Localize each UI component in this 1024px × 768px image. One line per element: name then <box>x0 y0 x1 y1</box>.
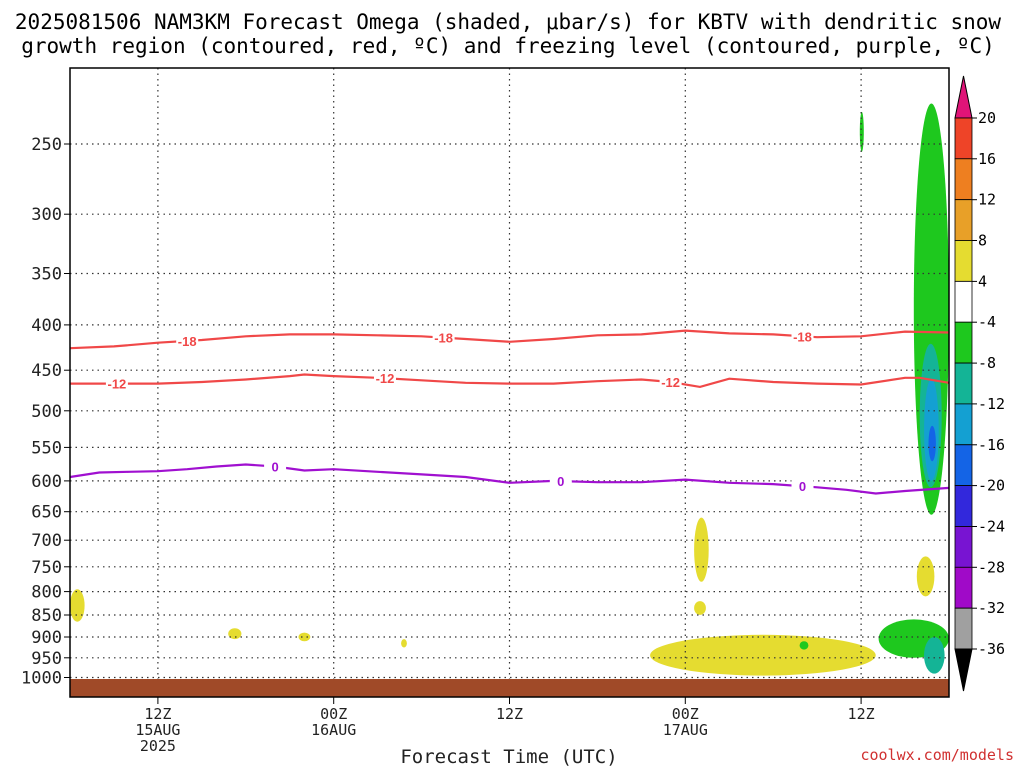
terrain-ground <box>70 679 949 697</box>
omega-region-4 <box>694 517 709 582</box>
omega-region-15 <box>799 641 809 650</box>
colorbar-label-13: -36 <box>978 640 1005 658</box>
colorbar-label-6: -8 <box>978 354 996 372</box>
contour-label-bg--12-1 <box>374 371 396 386</box>
x-axis-title: Forecast Time (UTC) <box>400 746 617 768</box>
y-tick-label-550: 550 <box>31 438 62 458</box>
y-tick-label-700: 700 <box>31 531 62 551</box>
omega-region-5 <box>694 601 706 615</box>
y-tick-label-650: 650 <box>31 503 62 523</box>
y-tick-label-500: 500 <box>31 402 62 422</box>
contour-label-bg-0-2 <box>791 479 814 494</box>
y-tick-label-300: 300 <box>31 205 62 225</box>
colorbar-label-1: 16 <box>978 150 996 168</box>
colorbar-label-3: 8 <box>978 232 987 250</box>
contour-label--12-0: -12 <box>108 377 127 392</box>
contour-label-bg-0-1 <box>549 474 572 489</box>
colorbar-segment-2 <box>954 158 973 201</box>
x-tick-label-30-0: 12Z <box>496 705 523 723</box>
colorbar-label-2: 12 <box>978 191 996 209</box>
y-tick-label-800: 800 <box>31 583 62 603</box>
colorbar-label-9: -20 <box>978 477 1005 495</box>
y-tick-label-350: 350 <box>31 265 62 285</box>
colorbar-segment-3 <box>954 199 973 241</box>
colorbar-label-10: -24 <box>978 518 1005 536</box>
y-tick-label-750: 750 <box>31 558 62 578</box>
colorbar-segment-11 <box>954 526 973 568</box>
colorbar-label-11: -28 <box>978 558 1005 576</box>
colorbar-segment-9 <box>954 444 973 486</box>
colorbar-segment-8 <box>954 403 973 446</box>
contour-label-bg-0-0 <box>264 459 287 474</box>
y-tick-label-900: 900 <box>31 628 62 648</box>
omega-region-14 <box>924 637 945 674</box>
omega-region-0 <box>70 589 85 622</box>
contour-line-0 <box>69 463 950 495</box>
contour-label-bg--12-2 <box>659 375 682 389</box>
plot-area: -18 -18 -18 -12 -12 -12 0 0 0 <box>69 67 950 698</box>
chart-title-line-2: growth region (contoured, red, ºC) and f… <box>21 34 995 58</box>
x-tick-label-18-1: 16AUG <box>311 721 356 739</box>
x-tick-label-42-0: 00Z <box>672 705 699 723</box>
x-tick-label-6-1: 15AUG <box>135 721 180 739</box>
y-axis-ticks: 2503003504004505005506006507007508008509… <box>21 135 70 689</box>
contour-label-bg--12-0 <box>105 376 128 391</box>
y-tick-label-600: 600 <box>31 472 62 492</box>
colorbar-segment-13 <box>954 607 973 650</box>
colorbar-segment-12 <box>954 566 973 609</box>
x-tick-label-6-0: 12Z <box>144 705 171 723</box>
contour-label-bg--18-0 <box>176 333 199 348</box>
temperature-contours: -18 -18 -18 -12 -12 -12 0 0 0 <box>69 329 950 495</box>
colorbar-label-12: -32 <box>978 599 1005 617</box>
colorbar-bottom-arrow <box>954 648 973 692</box>
colorbar-segment-1 <box>954 117 973 160</box>
y-tick-label-250: 250 <box>31 135 62 155</box>
x-tick-label-42-1: 17AUG <box>663 721 708 739</box>
contour-label--12-2: -12 <box>661 375 680 390</box>
contour-label--18-0: -18 <box>178 334 197 349</box>
x-tick-label-18-0: 00Z <box>320 705 347 723</box>
contour-label-bg--18-2 <box>791 329 814 344</box>
contour-label-0-0: 0 <box>271 460 278 475</box>
omega-region-8 <box>859 111 864 152</box>
omega-region-13 <box>928 425 936 462</box>
colorbar-segment-10 <box>954 485 973 527</box>
chart-title-line-1: 2025081506 NAM3KM Forecast Omega (shaded… <box>15 10 1002 34</box>
contour-label-bg--18-1 <box>432 330 455 345</box>
contour-label-0-2: 0 <box>799 479 806 494</box>
colorbar-segment-4 <box>954 240 973 282</box>
contour-line--12 <box>70 373 950 389</box>
colorbar: 20 16 12 8 4 -4 -8 -12 -16 -20 -24 -28 -32 -36 <box>954 75 1005 692</box>
x-tick-label-6-2: 2025 <box>140 737 176 755</box>
colorbar-label-8: -16 <box>978 436 1005 454</box>
contour-label--18-2: -18 <box>793 329 812 344</box>
contour-label--12-1: -12 <box>376 371 395 386</box>
colorbar-segment-7 <box>954 362 973 405</box>
y-tick-label-1000: 1000 <box>21 669 62 689</box>
colorbar-label-4: 4 <box>978 272 987 290</box>
colorbar-label-7: -12 <box>978 395 1005 413</box>
omega-region-3 <box>401 639 407 648</box>
colorbar-label-0: 20 <box>978 109 996 127</box>
y-tick-label-450: 450 <box>31 361 62 381</box>
contour-label-0-1: 0 <box>557 474 564 489</box>
y-tick-label-950: 950 <box>31 649 62 669</box>
omega-region-6 <box>650 634 876 676</box>
y-tick-label-400: 400 <box>31 316 62 336</box>
omega-region-7 <box>916 556 935 597</box>
colorbar-segment-6 <box>954 321 973 364</box>
site-credit: coolwx.com/models <box>860 746 1014 764</box>
y-tick-label-850: 850 <box>31 606 62 626</box>
omega-region-1 <box>228 628 242 640</box>
colorbar-segment-5 <box>954 280 973 323</box>
contour-label--18-1: -18 <box>434 331 453 346</box>
omega-region-2 <box>298 632 311 642</box>
colorbar-top-arrow <box>954 75 973 119</box>
x-tick-label-54-0: 12Z <box>848 705 875 723</box>
colorbar-label-5: -4 <box>978 313 996 331</box>
